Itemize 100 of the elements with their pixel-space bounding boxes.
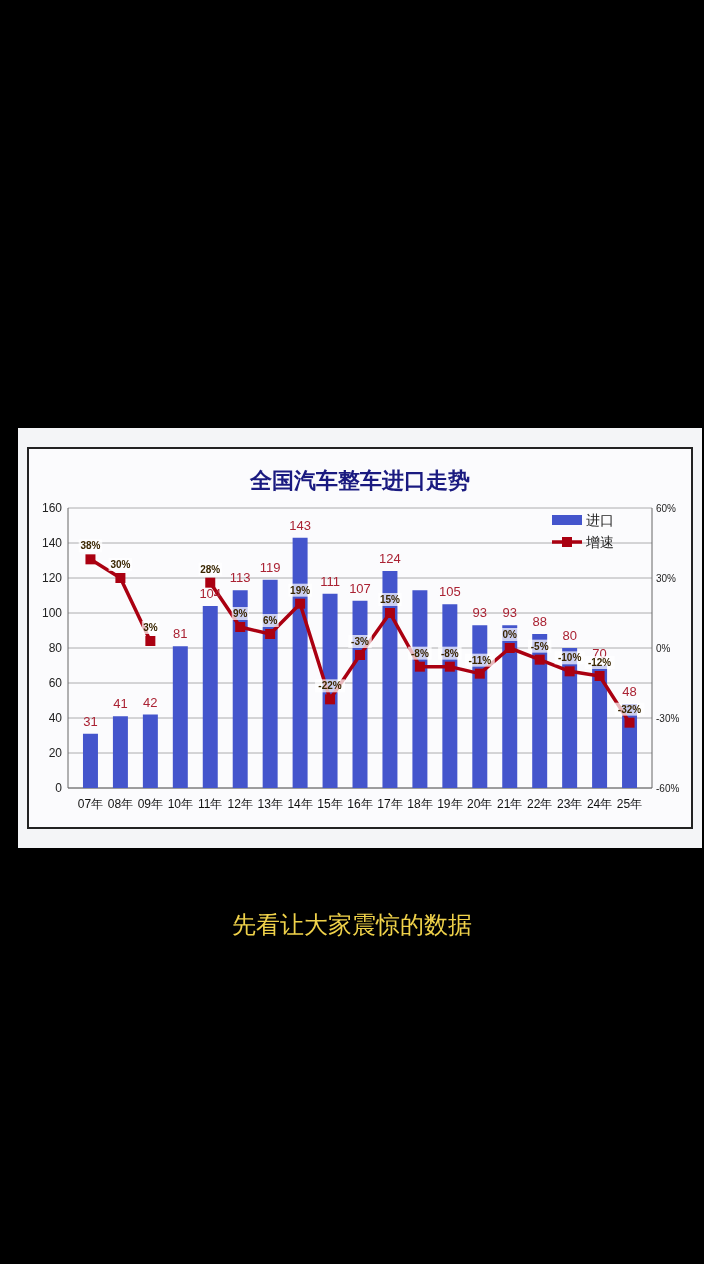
data-label: 42: [143, 694, 158, 710]
x-tick-label: 09年: [137, 797, 164, 811]
point: [474, 668, 485, 679]
point: [205, 577, 216, 588]
bar: [172, 646, 188, 788]
bar: [382, 571, 398, 788]
point: [265, 629, 276, 639]
x-tick-label: 23年: [556, 797, 583, 811]
data-label: -8%: [440, 647, 459, 659]
x-tick-label: 17年: [377, 797, 403, 811]
point: [115, 573, 126, 583]
x-tick-label: 15年: [317, 797, 343, 811]
data-label: -5%: [530, 640, 549, 652]
bar: [232, 590, 248, 788]
data-label: 107: [349, 580, 371, 596]
y-tick-label: 160: [41, 501, 63, 515]
y-tick-label: 20: [48, 746, 63, 760]
bar: [142, 714, 158, 788]
point: [534, 654, 545, 665]
point: [594, 671, 605, 681]
x-tick-label: 21年: [497, 797, 523, 811]
y2-tick-label: -30%: [656, 713, 680, 724]
point: [564, 666, 575, 677]
y-tick-label: 140: [41, 536, 63, 550]
y-tick-label: 80: [48, 641, 63, 655]
data-label: 9%: [232, 608, 248, 619]
data-label: 105: [438, 584, 461, 600]
x-tick-label: 19年: [437, 797, 463, 811]
data-label: 143: [289, 517, 311, 533]
x-tick-label: 12年: [227, 797, 253, 811]
text: 先看让大家震惊的数据: [232, 911, 472, 939]
x-tick-label: 07年: [77, 797, 104, 811]
data-label: 124: [379, 551, 401, 566]
point: [235, 622, 246, 632]
data-label: 88: [532, 614, 547, 629]
x-tick-label: 20年: [467, 797, 493, 811]
bar: [412, 590, 428, 788]
point: [624, 717, 635, 728]
data-label: 41: [113, 696, 128, 712]
data-label: 3%: [143, 622, 158, 633]
data-label: 113: [229, 570, 251, 586]
bar: [112, 716, 128, 788]
data-label: -11%: [468, 654, 492, 666]
data-label: 80: [562, 628, 577, 643]
point: [325, 694, 336, 705]
point: [384, 608, 395, 618]
y2-tick-label: 60%: [656, 503, 677, 514]
y2-tick-label: 30%: [656, 573, 677, 584]
data-label: 93: [472, 605, 488, 621]
data-label: 6%: [262, 615, 278, 626]
point: [504, 643, 515, 653]
legend-label: 增速: [585, 534, 614, 550]
y-tick-label: 40: [48, 711, 63, 725]
x-tick-label: 22年: [527, 797, 553, 811]
point: [295, 598, 306, 609]
data-label: 30%: [110, 559, 131, 570]
data-label: 19%: [290, 584, 311, 596]
legend-label: 进口: [586, 512, 614, 528]
chart-title: 全国汽车整车进口走势: [249, 467, 470, 493]
bar: [202, 606, 218, 788]
data-label: -22%: [318, 680, 342, 692]
data-label: 31: [83, 713, 98, 729]
data-label: 28%: [200, 563, 221, 575]
data-label: 81: [173, 626, 188, 642]
point: [355, 650, 365, 660]
y-tick-label: 60: [48, 676, 63, 690]
bar: [502, 625, 518, 788]
y2-tick-label: -60%: [656, 783, 680, 794]
x-tick-label: 13年: [257, 797, 283, 811]
x-tick-label: 24年: [586, 797, 613, 811]
data-label: 111: [320, 573, 340, 589]
bar: [82, 733, 98, 788]
x-tick-label: 11年: [198, 797, 223, 811]
data-label: -12%: [587, 657, 612, 668]
data-label: 119: [259, 559, 281, 575]
data-label: 38%: [80, 540, 101, 552]
y-tick-label: 100: [41, 606, 63, 620]
x-tick-label: 10年: [167, 797, 193, 811]
data-label: -8%: [411, 647, 429, 659]
point: [414, 661, 425, 672]
y2-tick-label: 0%: [656, 643, 671, 654]
y-tick-label: 120: [41, 571, 63, 585]
data-label: -32%: [617, 703, 642, 715]
data-label: -10%: [557, 652, 582, 664]
data-label: -3%: [351, 636, 369, 647]
x-tick-label: 25年: [616, 797, 643, 811]
data-label: 15%: [379, 594, 401, 605]
point: [85, 554, 96, 565]
x-tick-label: 14年: [287, 797, 313, 811]
x-tick-label: 18年: [407, 797, 433, 811]
y-tick-label: 0: [55, 781, 63, 795]
bar: [262, 579, 278, 788]
x-tick-label: 16年: [347, 797, 373, 811]
data-label: 93: [502, 605, 517, 621]
point: [145, 636, 156, 646]
x-tick-label: 08年: [107, 797, 134, 811]
data-label: 0%: [502, 629, 518, 640]
point: [444, 661, 455, 672]
bar: [292, 537, 308, 788]
data-label: 48: [622, 684, 637, 699]
